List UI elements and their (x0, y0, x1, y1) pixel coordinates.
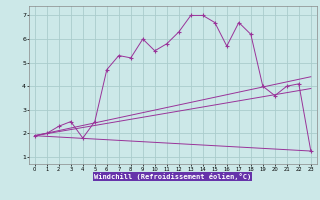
X-axis label: Windchill (Refroidissement éolien,°C): Windchill (Refroidissement éolien,°C) (94, 173, 252, 180)
